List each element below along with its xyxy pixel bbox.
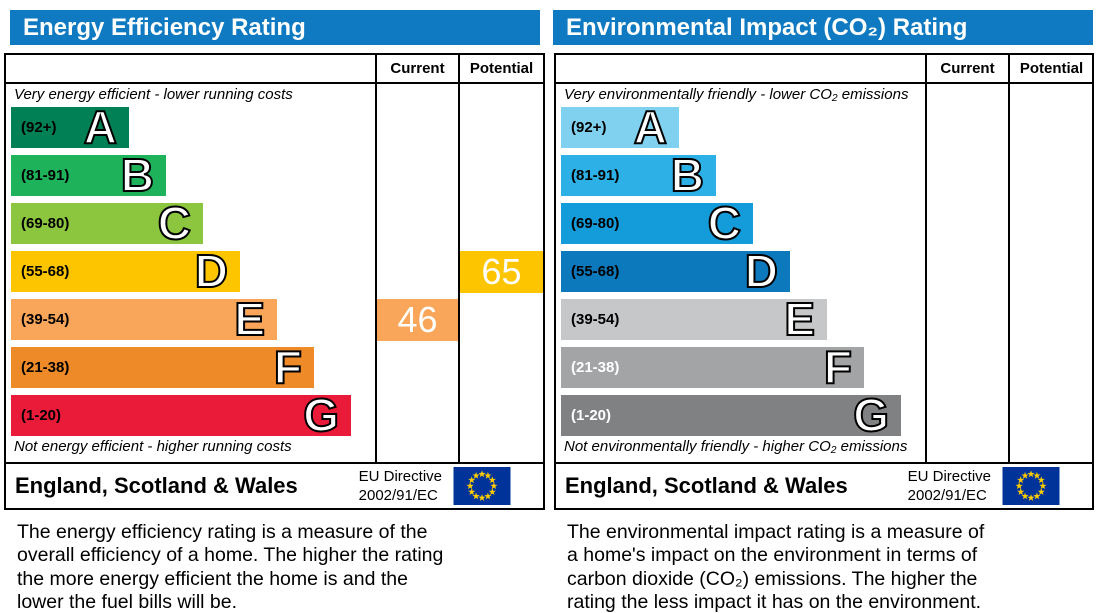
environmental-title-bar: Environmental Impact (CO₂) Rating (553, 10, 1093, 45)
band-f: (21-38) F (561, 341, 864, 393)
band-range-label: (69-80) (571, 215, 620, 232)
environmental-description: The environmental impact rating is a mea… (567, 521, 984, 613)
band-range-label: (81-91) (571, 167, 620, 184)
current-column-divider (375, 55, 377, 464)
description-line: carbon dioxide (CO₂) emissions. The high… (567, 567, 978, 590)
band-letter: A (83, 101, 118, 153)
description-line: the more energy efficient the home is an… (17, 567, 408, 590)
description-line: The energy efficiency rating is a measur… (17, 521, 428, 543)
band-e: (39-54) E (561, 293, 827, 345)
band-letter: E (783, 293, 816, 345)
environmental-title: Environmental Impact (CO₂) Rating (566, 14, 968, 41)
band-e: (39-54) E (11, 293, 277, 345)
band-range-label: (92+) (21, 119, 57, 136)
column-header-row (556, 55, 1092, 84)
caption-not-friendly: Not environmentally friendly - higher CO… (564, 438, 908, 455)
band-g: (1-20) G (561, 389, 901, 441)
environmental-impact-panel: Environmental Impact (CO₂) Rating Curren… (553, 0, 1094, 613)
band-range-label: (81-91) (21, 167, 70, 184)
environmental-footer: England, Scotland & Wales EU Directive 2… (554, 462, 1094, 510)
column-header-row (6, 55, 543, 84)
caption-very-efficient: Very energy efficient - lower running co… (14, 86, 293, 103)
energy-efficiency-panel: Energy Efficiency Rating Current Potenti… (4, 0, 545, 613)
band-range-label: (21-38) (21, 359, 70, 376)
energy-title-bar: Energy Efficiency Rating (10, 10, 540, 45)
band-letter: C (157, 197, 192, 249)
current-column-header: Current (390, 60, 445, 77)
potential-column-divider (1008, 55, 1010, 464)
caption-very-friendly: Very environmentally friendly - lower CO… (564, 86, 909, 103)
eu-directive-line1: EU Directive (358, 468, 442, 485)
band-letter: G (852, 389, 890, 441)
band-letter: F (273, 341, 303, 393)
potential-column-header: Potential (1019, 60, 1084, 77)
band-range-label: (55-68) (21, 263, 70, 280)
band-letter: G (302, 389, 340, 441)
band-letter: B (120, 149, 155, 201)
band-d: (55-68) D (11, 245, 240, 297)
energy-rating-chart: Current Potential Very energy efficient … (4, 53, 545, 466)
potential-column-divider (458, 55, 460, 464)
current-column-header: Current (940, 60, 995, 77)
band-b: (81-91) B (561, 149, 716, 201)
band-range-label: (21-38) (571, 359, 620, 376)
current-column-divider (925, 55, 927, 464)
band-a: (92+) A (11, 101, 129, 153)
description-line: overall efficiency of a home. The higher… (17, 544, 444, 567)
band-g: (1-20) G (11, 389, 351, 441)
band-range-label: (55-68) (571, 263, 620, 280)
potential-column-header: Potential (469, 60, 534, 77)
band-range-label: (69-80) (21, 215, 70, 232)
band-c: (69-80) C (11, 197, 203, 249)
description-line: rating the less impact it has on the env… (567, 590, 982, 613)
band-letter: A (633, 101, 668, 153)
eu-flag-icon (1002, 467, 1060, 505)
band-a: (92+) A (561, 101, 679, 153)
energy-footer: England, Scotland & Wales EU Directive 2… (4, 462, 545, 510)
energy-description: The energy efficiency rating is a measur… (17, 521, 443, 613)
energy-title: Energy Efficiency Rating (23, 14, 306, 41)
region-label: England, Scotland & Wales (565, 473, 848, 498)
description-line: a home's impact on the environment in te… (567, 544, 978, 567)
eu-directive-line2: 2002/91/EC (907, 487, 987, 504)
potential-rating-value: 65 (460, 251, 543, 293)
band-range-label: (1-20) (571, 407, 612, 424)
band-letter: B (670, 149, 705, 201)
band-letter: D (194, 245, 229, 297)
band-d: (55-68) D (561, 245, 790, 297)
band-f: (21-38) F (11, 341, 314, 393)
band-range-label: (92+) (571, 119, 607, 136)
description-line: The environmental impact rating is a mea… (567, 521, 985, 543)
current-rating-value: 46 (377, 299, 458, 341)
eu-flag-icon (453, 467, 511, 505)
band-letter: F (823, 341, 853, 393)
band-b: (81-91) B (11, 149, 166, 201)
band-letter: C (707, 197, 742, 249)
eu-directive-label: EU Directive 2002/91/EC (908, 467, 991, 505)
eu-directive-line2: 2002/91/EC (358, 487, 438, 504)
band-letter: D (744, 245, 779, 297)
eu-directive-label: EU Directive 2002/91/EC (359, 467, 442, 505)
band-range-label: (1-20) (21, 407, 62, 424)
band-letter: E (233, 293, 266, 345)
band-range-label: (39-54) (21, 311, 70, 328)
band-c: (69-80) C (561, 197, 753, 249)
region-label: England, Scotland & Wales (15, 473, 298, 498)
description-line: lower the fuel bills will be. (17, 590, 238, 613)
caption-not-efficient: Not energy efficient - higher running co… (14, 438, 292, 455)
environmental-rating-chart: Current Potential Very environmentally f… (554, 53, 1094, 466)
eu-directive-line1: EU Directive (907, 468, 991, 485)
band-range-label: (39-54) (571, 311, 620, 328)
